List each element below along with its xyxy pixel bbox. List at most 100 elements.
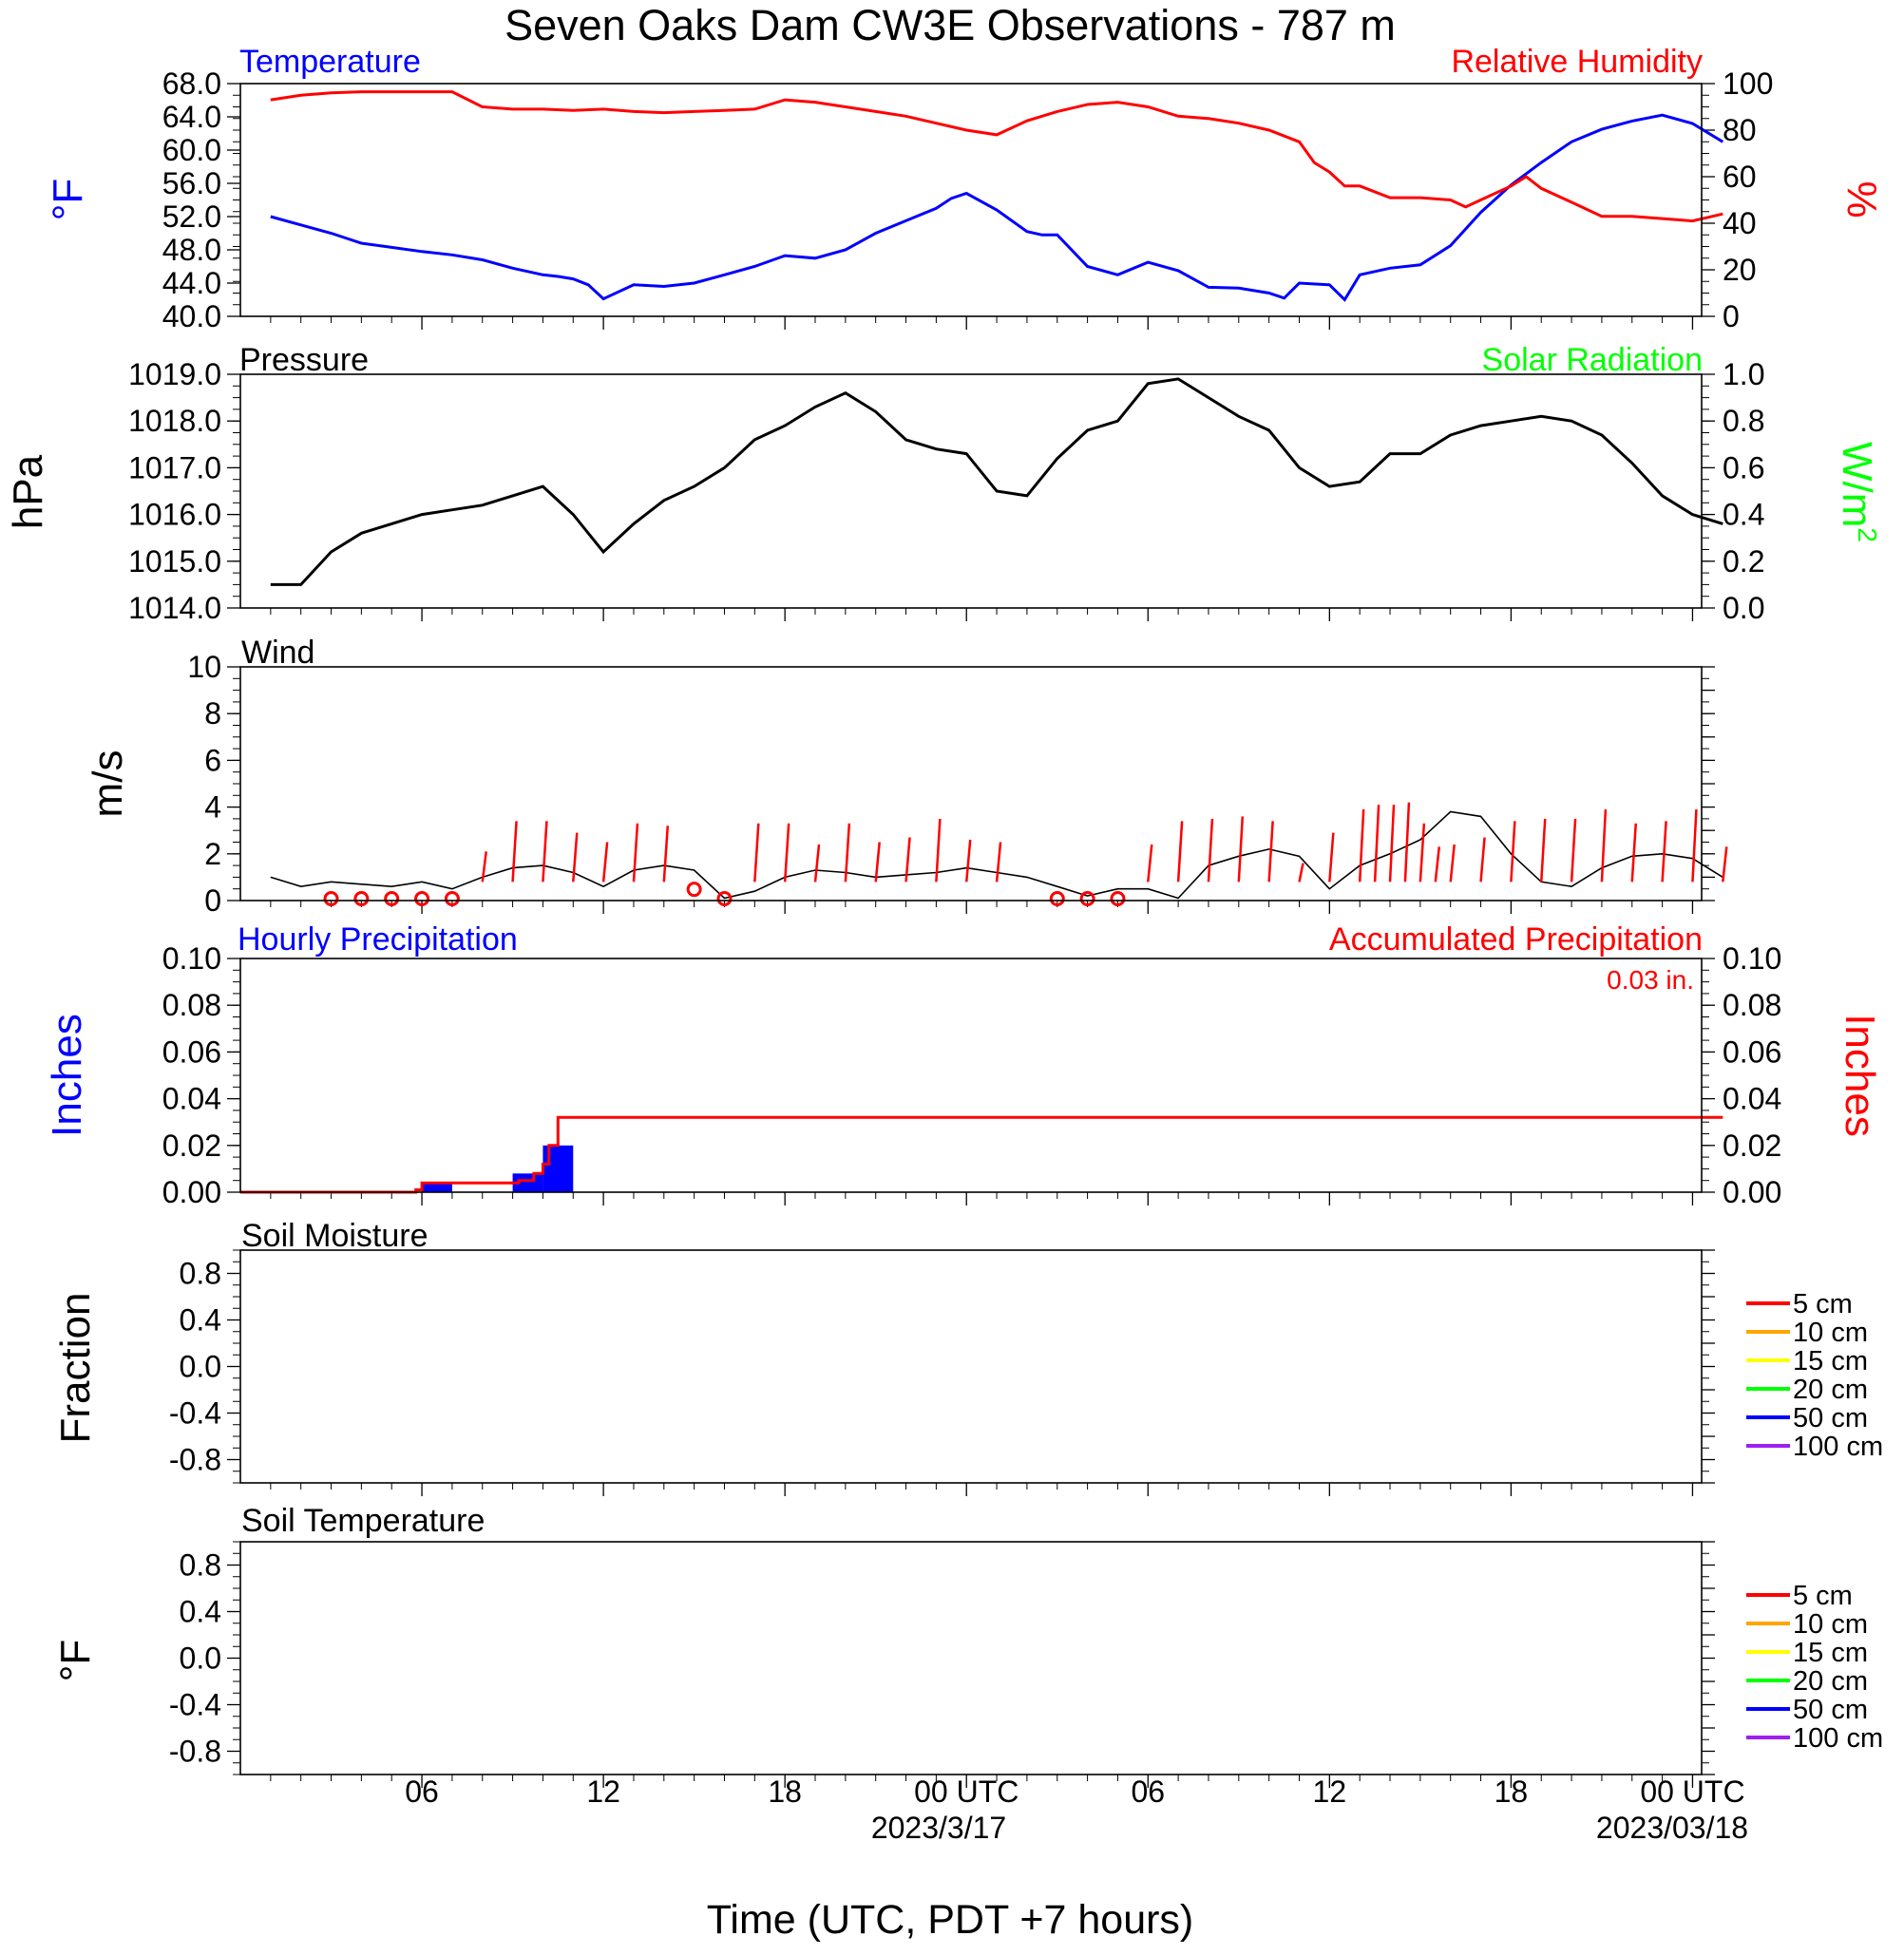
accum-precip-line [240, 1115, 1723, 1194]
x-tick-label: 18 [768, 1775, 802, 1809]
accum-precip-total: 0.03 in. [1607, 965, 1694, 995]
panel-precipitation: Hourly Precipitation Accumulated Precipi… [44, 921, 1883, 1209]
y-tick-label-left: 0.04 [162, 1082, 221, 1116]
gust-barb [1207, 818, 1214, 883]
y-tick-label-left: -0.4 [169, 1688, 221, 1722]
y-tick-label-right: 0 [1723, 299, 1740, 333]
y-tick-label-left: 10 [187, 650, 221, 684]
y-tick-label-left: 0.06 [162, 1034, 221, 1069]
gust-barb [662, 826, 670, 883]
temperature-axis-label: °F [45, 179, 91, 220]
hourly-precip-bar [422, 1183, 452, 1192]
gust-barb [542, 821, 548, 883]
legend-label: 20 cm [1793, 1375, 1868, 1405]
panel-pressure-solar: Pressure Solar Radiation hPa W/m2 1014.0… [5, 342, 1882, 625]
calm-marker [1110, 891, 1126, 906]
legend-label: 20 cm [1793, 1666, 1868, 1697]
soil-moisture-ticks: -0.8 -0.4 0.0 0.4 0.8 [169, 1249, 1715, 1496]
gust-barb [511, 821, 518, 883]
temperature-title: Temperature [239, 44, 421, 80]
y-tick-label-left: 1018.0 [128, 404, 221, 438]
gust-barb [1267, 821, 1274, 883]
legend-label: 50 cm [1793, 1695, 1868, 1725]
gust-barb [1373, 805, 1380, 883]
y-tick-label-right: 0.10 [1723, 941, 1781, 976]
x-date-label-1: 2023/3/17 [871, 1811, 1006, 1845]
y-tick-label-left: 44.0 [162, 266, 221, 300]
y-tick-label-left: 1015.0 [128, 544, 221, 579]
gust-barb [1600, 808, 1608, 883]
hourly-precip-bar [512, 1173, 543, 1192]
y-tick-label-left: -0.8 [169, 1735, 221, 1769]
gust-barb [1479, 837, 1486, 883]
y-tick-label-right: 40 [1723, 206, 1757, 240]
soil-temperature-title: Soil Temperature [241, 1503, 485, 1539]
gust-barb [1298, 863, 1304, 883]
y-tick-label-left: -0.8 [169, 1443, 221, 1477]
y-tick-label-left: 1019.0 [128, 357, 221, 391]
y-tick-label-right: 20 [1723, 253, 1757, 287]
soil-moisture-title: Soil Moisture [241, 1218, 428, 1254]
gust-barb [964, 839, 972, 883]
y-tick-label-right: 60 [1723, 160, 1757, 194]
y-tick-label-left: 48.0 [162, 233, 221, 267]
legend-label: 5 cm [1793, 1581, 1853, 1611]
y-tick-label-right: 0.0 [1723, 591, 1764, 625]
y-tick-label-right: 0.02 [1723, 1129, 1781, 1163]
soil-moisture-frame [239, 1249, 1703, 1484]
legend-label: 100 cm [1793, 1432, 1883, 1462]
temperature-humidity-ticks: 40.044.048.052.056.060.064.068.0 0 20 40 60 8… [162, 66, 1774, 333]
panel-soil-temperature: Soil Temperature °F -0.8 -0.4 0.0 0.4 0.8 5 … [52, 1503, 1883, 1788]
y-tick-label-right: 0.8 [1723, 404, 1764, 438]
y-tick-label-right: 0.4 [1723, 498, 1764, 532]
gust-barb [995, 842, 1002, 883]
hourly-precip-bars [422, 1145, 574, 1192]
x-axis-label: Time (UTC, PDT +7 hours) [707, 1897, 1194, 1943]
x-tick-label: 12 [586, 1775, 620, 1809]
gust-barb [1570, 818, 1577, 883]
y-tick-label-right: 0.04 [1723, 1082, 1781, 1116]
gust-barb [1661, 821, 1667, 883]
calm-marker [1049, 891, 1065, 906]
gust-barb [601, 842, 609, 883]
gust-barb [1434, 846, 1441, 883]
gust-barb [1328, 832, 1335, 883]
gust-barb [1358, 808, 1365, 883]
humidity-series-line [270, 90, 1723, 223]
y-tick-label-left: 64.0 [162, 100, 221, 134]
panel-temperature-humidity: Temperature Relative Humidity °F % 40.04… [45, 44, 1885, 333]
y-tick-label-left: 6 [204, 743, 221, 777]
y-tick-label-left: 0.4 [180, 1303, 221, 1338]
wind-axis-label: m/s [85, 750, 131, 818]
y-tick-label-left: 1016.0 [128, 498, 221, 532]
y-tick-label-left: 0.08 [162, 988, 221, 1022]
gust-barb [1691, 808, 1698, 883]
y-tick-label-left: 0.10 [162, 941, 221, 976]
legend-label: 15 cm [1793, 1638, 1868, 1668]
temperature-series-line [270, 113, 1724, 302]
humidity-axis-label: % [1838, 180, 1885, 218]
calm-markers [323, 882, 1126, 906]
legend-label: 5 cm [1793, 1289, 1853, 1319]
calm-marker [353, 891, 370, 906]
legend-label: 10 cm [1793, 1609, 1868, 1640]
x-tick-label: 06 [1131, 1775, 1165, 1809]
calm-marker [716, 891, 733, 906]
x-tick-label: 18 [1495, 1775, 1529, 1809]
hourly-precip-bar [543, 1145, 574, 1192]
y-tick-label-left: 0.4 [180, 1595, 221, 1629]
gust-barb [874, 842, 881, 883]
y-tick-label-left: 0.02 [162, 1129, 221, 1163]
hourly-precip-axis-label: Inches [44, 1014, 90, 1137]
panel-wind: Wind m/s 0 2 4 6 8 10 [85, 635, 1728, 918]
wind-title: Wind [241, 635, 314, 671]
calm-marker [384, 891, 400, 906]
y-tick-label-left: 0.8 [180, 1257, 221, 1291]
y-tick-label-left: 1014.0 [128, 591, 221, 625]
y-tick-label-left: 0.8 [180, 1548, 221, 1583]
calm-marker [323, 891, 339, 906]
x-tick-label: 00 UTC [1640, 1775, 1744, 1809]
